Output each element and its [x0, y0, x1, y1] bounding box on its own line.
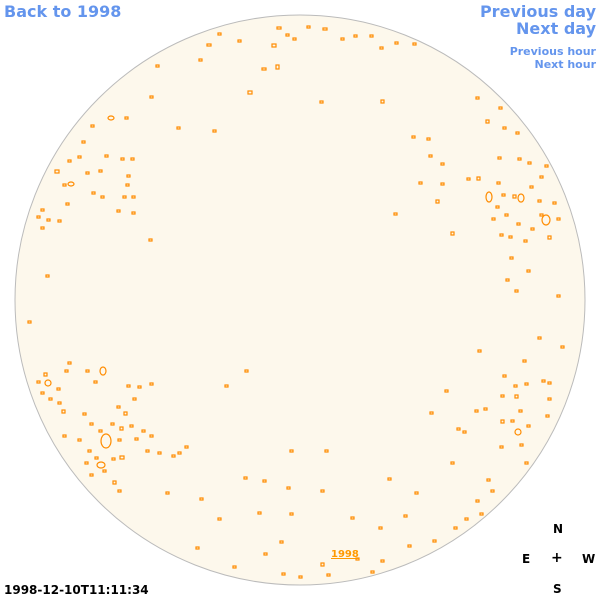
previous-hour-link[interactable]: Previous hour — [509, 45, 596, 58]
next-day-link[interactable]: Next day — [516, 19, 596, 38]
observation-timestamp: 1998-12-10T11:11:34 — [4, 583, 149, 597]
previous-day-link[interactable]: Previous day — [479, 2, 596, 21]
back-to-year-link[interactable]: Back to 1998 — [4, 2, 122, 21]
year-link[interactable]: 1998 — [331, 549, 359, 560]
magnetic-contours — [27, 25, 565, 579]
compass-west: W — [582, 552, 596, 566]
compass-south: S — [553, 582, 562, 596]
compass-north: N — [553, 522, 564, 536]
solar-disk — [14, 14, 586, 586]
compass-center-icon: + — [551, 550, 563, 566]
compass-east: E — [522, 552, 531, 566]
next-hour-link[interactable]: Next hour — [534, 58, 597, 71]
